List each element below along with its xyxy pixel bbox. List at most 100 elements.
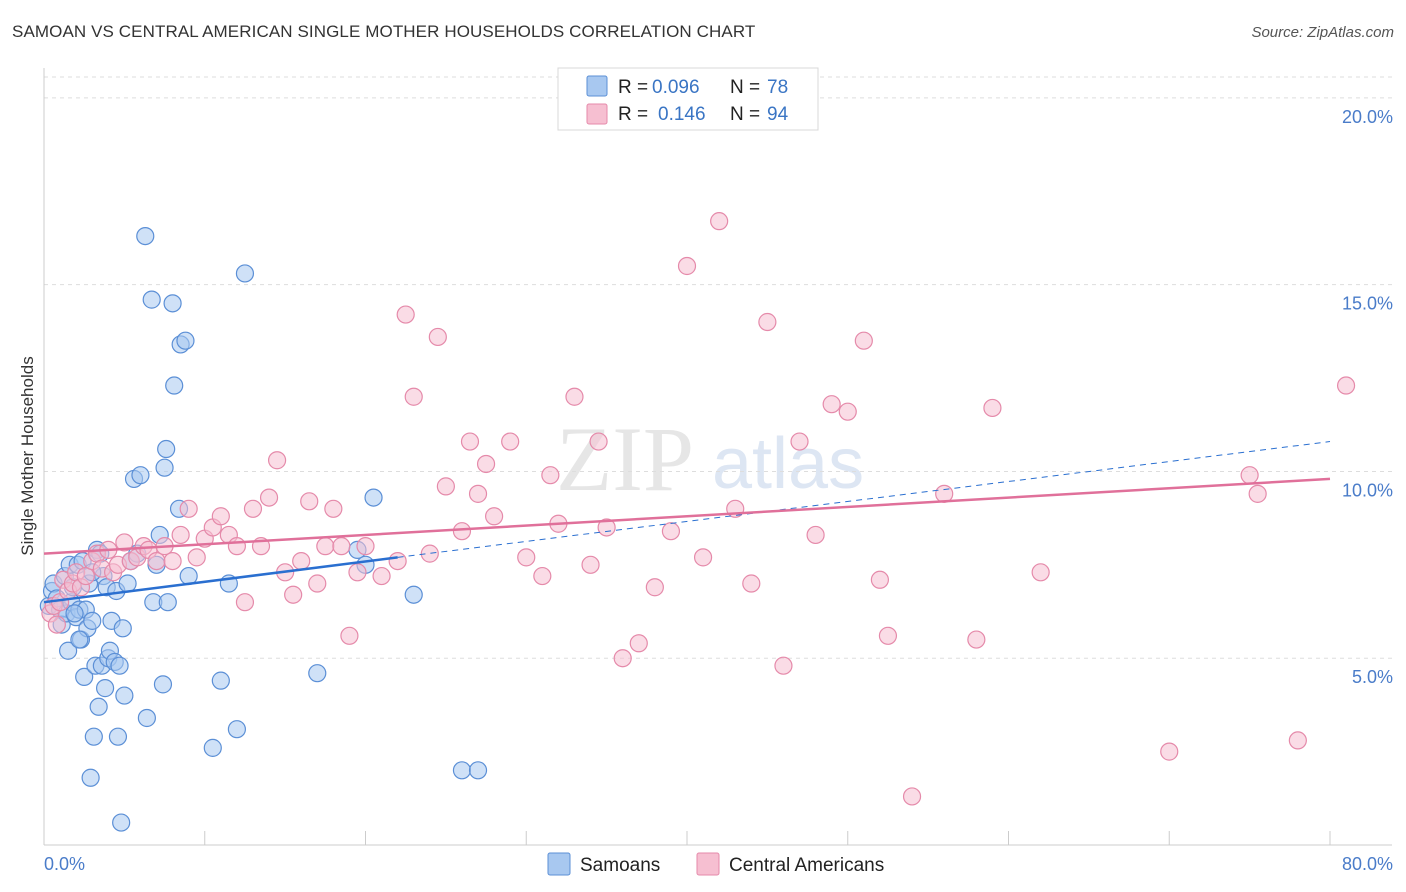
y-axis-label: Single Mother Households [18,356,37,555]
central-american-point [517,548,536,567]
central-american-point [163,551,182,571]
central-american-point [613,649,632,668]
central-american-point [838,402,857,421]
y-tick-label: 10.0% [1342,480,1393,500]
central-american-point [179,499,198,518]
central-american-point [822,395,841,414]
samoan-point [65,604,84,623]
samoan-point [364,488,383,507]
samoan-point [163,294,182,313]
bottom-label-samoans: Samoans [580,855,660,876]
samoan-point [59,641,78,660]
y-tick-labels: 5.0% 10.0% 15.0% 20.0% [1342,107,1393,687]
samoan-point [110,656,129,675]
central-american-point [597,518,616,537]
samoan-point [157,439,176,459]
samoan-point [155,458,174,477]
central-american-point [1160,742,1179,761]
central-american-point [476,454,496,474]
central-american-point [967,630,986,649]
samoan-point [131,466,150,485]
central-american-point [76,566,95,586]
central-american-point [243,499,263,518]
central-american-point [581,555,600,574]
legend-r-value-1: 0.096 [652,77,700,98]
samoan-point [137,708,156,728]
central-american-point [259,488,279,507]
central-american-point [742,574,761,593]
central-american-point [340,626,359,645]
central-american-point [284,585,303,604]
samoan-point [165,376,184,395]
central-american-point [308,574,327,593]
legend-n-label-2: N = [730,104,760,125]
samoan-point [404,585,423,604]
bottom-swatch-samoans [547,852,571,876]
central-american-point [774,656,793,675]
series-legend: Samoans Central Americans [547,852,884,876]
central-american-point [677,256,697,276]
central-american-point [452,522,472,541]
central-american-point [316,537,335,556]
central-american-point [372,566,391,586]
samoan-point [118,574,137,593]
central-americans-trend-line [43,477,1331,555]
samoan-point [158,593,177,612]
central-american-point [565,387,584,406]
samoan-point [227,720,246,739]
central-american-point [300,492,319,511]
samoan-point [70,630,89,649]
samoan-point [83,611,102,630]
central-american-point [356,537,375,556]
central-american-point [292,551,311,571]
y-tick-label: 15.0% [1342,294,1393,314]
central-american-point [541,466,560,485]
central-american-point [211,507,230,526]
samoans-trend-extension [397,441,1331,558]
samoan-point [235,264,255,283]
samoan-point [211,671,230,690]
samoan-point [153,675,173,694]
central-american-point [870,570,890,589]
central-american-point [267,451,287,470]
central-american-point [854,331,873,350]
x-axis-ticks [43,831,1331,845]
legend-swatch-central [586,103,608,125]
central-american-point [468,484,488,503]
samoan-point [468,761,488,780]
central-american-point [661,522,681,541]
samoan-point [115,686,134,705]
central-american-point [436,477,455,496]
samoan-point [308,664,327,683]
chart-title: SAMOAN VS CENTRAL AMERICAN SINGLE MOTHER… [12,22,756,41]
central-american-point [645,578,664,597]
y-tick-label: 5.0% [1352,667,1393,687]
legend-swatch-samoans [586,75,608,97]
central-american-point [47,615,66,634]
samoan-point [81,768,100,787]
samoan-point [95,679,115,698]
central-american-point [115,533,134,552]
central-american-point [758,312,777,332]
x-tick-label-max: 80.0% [1342,854,1393,874]
bottom-swatch-central [696,852,720,876]
central-american-point [396,305,415,324]
y-tick-label: 20.0% [1342,107,1393,127]
central-american-point [1240,466,1259,485]
samoan-point [108,727,128,746]
grid-lines [44,76,1392,659]
central-american-point [790,432,809,451]
samoan-point [89,697,108,716]
x-tick-label-min: 0.0% [44,854,85,874]
samoan-point [84,727,103,746]
central-american-point [227,537,246,556]
legend-r-value-2: 0.146 [658,104,706,125]
central-american-point [710,212,729,231]
legend-r-label-2: R = [618,104,648,125]
legend-n-value-1: 78 [767,77,788,98]
central-american-point [404,387,423,406]
central-american-point [324,499,343,518]
central-american-point [629,634,648,653]
central-american-point [983,398,1002,418]
